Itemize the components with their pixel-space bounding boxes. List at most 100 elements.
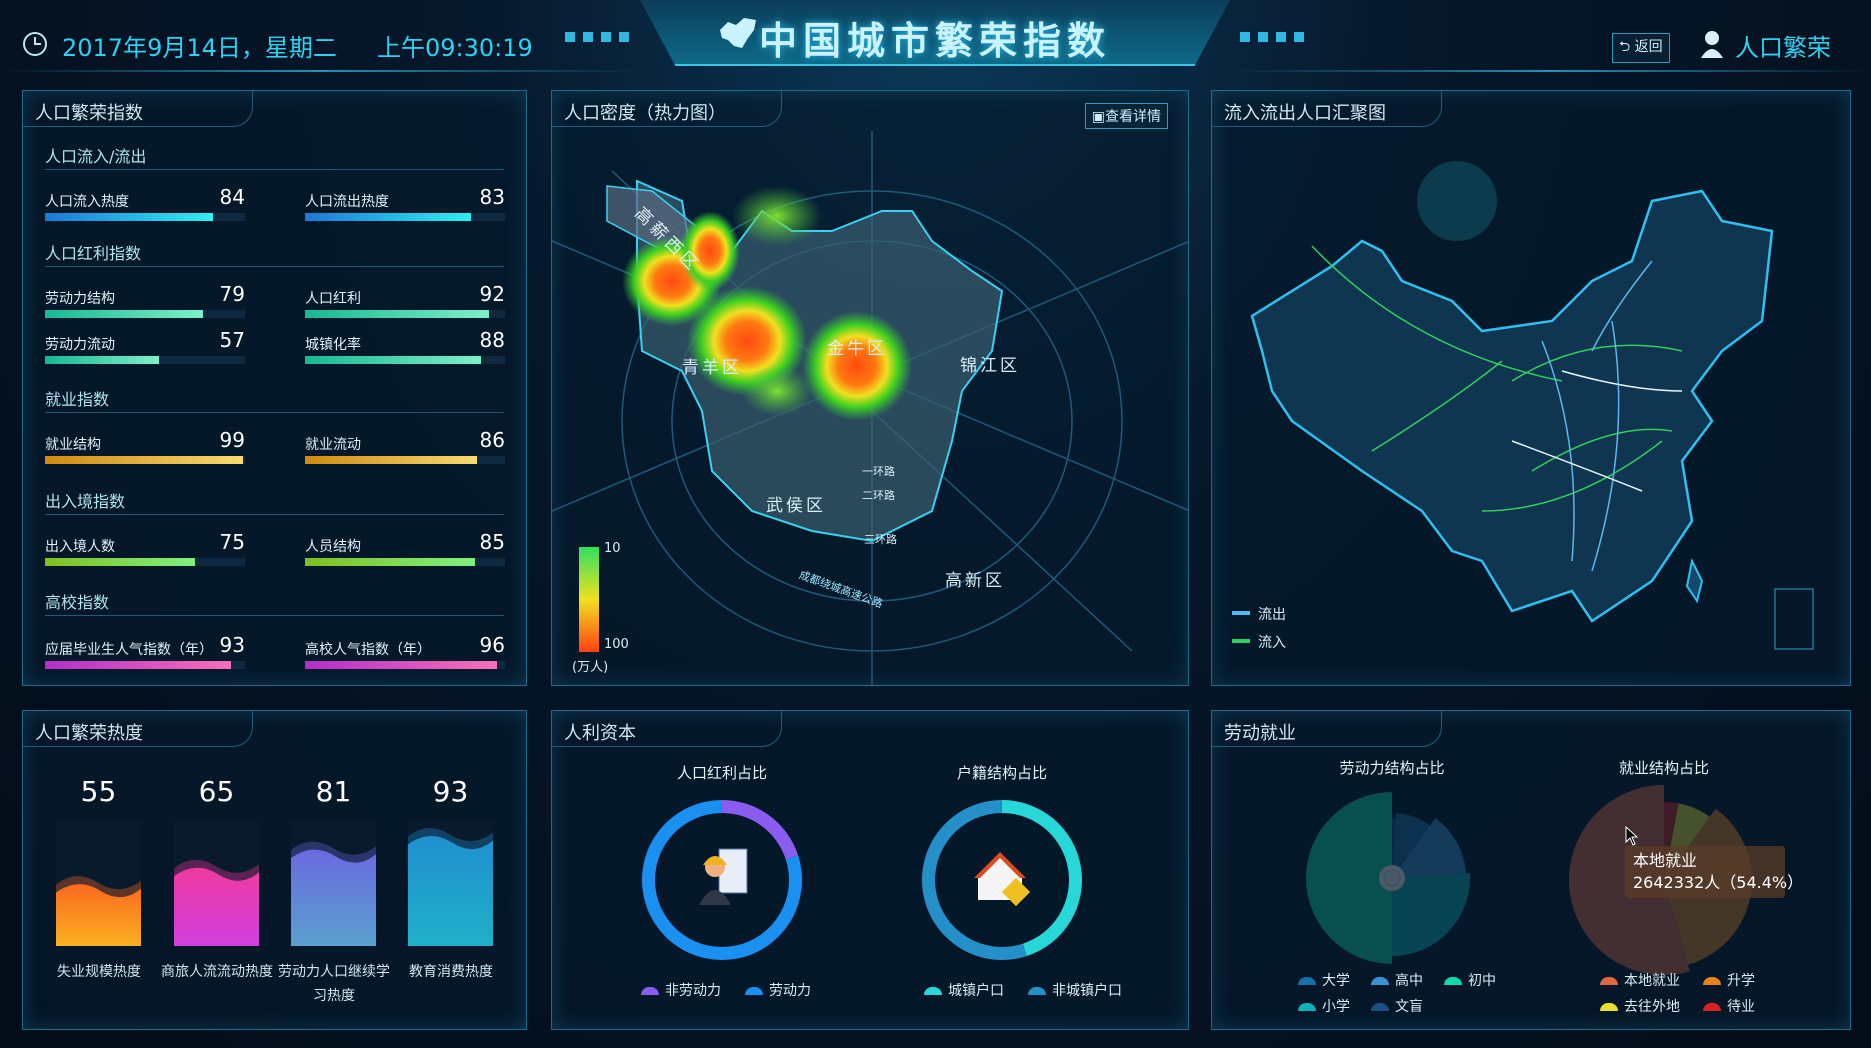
- legend-item[interactable]: 待业: [1703, 996, 1755, 1016]
- district-label: 锦江区: [960, 356, 1020, 376]
- legend-item[interactable]: 城镇户口: [924, 980, 1004, 1000]
- heat-blob: [742, 366, 812, 416]
- legend-label: 非城镇户口: [1052, 983, 1122, 999]
- section-divider: [45, 266, 504, 267]
- legend-label: 文盲: [1395, 999, 1423, 1015]
- index-value: 85: [479, 530, 505, 554]
- legend-item[interactable]: 高中: [1371, 970, 1423, 990]
- china-migration-map: [1232, 161, 1814, 650]
- legend-label: 去往外地: [1624, 999, 1680, 1015]
- pie-tooltip: 本地就业 2642332人（54.4%）: [1625, 846, 1803, 898]
- page-title: 中国城市繁荣指数: [758, 19, 1111, 63]
- index-label: 就业结构: [45, 437, 101, 453]
- legend-swatch-icon: [745, 987, 763, 995]
- progress-track: [45, 558, 245, 566]
- heatmap-panel: 人口密度（热力图） ▣查看详情 高薪西区 青羊区 金牛区 锦江区 武侯区 高新区…: [551, 90, 1189, 686]
- heat-label: 商旅人流流动热度: [161, 964, 273, 980]
- index-value: 88: [479, 328, 505, 352]
- section-divider: [45, 412, 504, 413]
- legend-swatch-icon: [924, 987, 942, 995]
- legend-swatch-icon: [1600, 1003, 1618, 1011]
- migration-map-panel: 流入流出人口汇聚图 流出 流入: [1211, 90, 1851, 686]
- heat-value: 93: [432, 775, 469, 808]
- panel-tab: [23, 711, 253, 747]
- section-title: 人口红利指数: [45, 244, 142, 263]
- legend-unit: (万人): [572, 660, 609, 675]
- legend-item[interactable]: 非城镇户口: [1028, 980, 1122, 1000]
- progress-fill: [45, 356, 159, 364]
- progress-fill: [305, 310, 489, 318]
- legend-item[interactable]: 初中: [1444, 970, 1496, 990]
- district-label: 高新区: [945, 571, 1005, 591]
- index-label: 人口流出热度: [305, 194, 389, 210]
- legend-swatch-icon: [1444, 977, 1462, 985]
- prosperity-index-panel: 人口繁荣指数 人口流入/流出 人口流入热度 84 人口流出热度 83 人口红利指数 劳动力结…: [22, 90, 527, 686]
- view-details-button[interactable]: ▣查看详情: [1084, 103, 1168, 129]
- progress-fill: [305, 213, 471, 221]
- page-title-banner: 中国城市繁荣指数: [640, 0, 1230, 66]
- heat-label: 劳动力人口继续学习热度: [278, 964, 390, 1004]
- index-label: 劳动力结构: [45, 291, 115, 307]
- legend-label: 初中: [1468, 973, 1496, 989]
- legend-swatch-icon: [1371, 1003, 1389, 1011]
- legend-label: 劳动力: [769, 983, 811, 999]
- header-line-right: [1230, 70, 1871, 72]
- legend-swatch-icon: [1028, 987, 1046, 995]
- legend-item[interactable]: 大学: [1298, 970, 1350, 990]
- panel-tab: [552, 91, 782, 127]
- legend-item[interactable]: 文盲: [1371, 996, 1423, 1016]
- index-label: 城镇化率: [305, 337, 361, 353]
- mouse-cursor-icon: [1625, 826, 1639, 846]
- index-label: 人员结构: [305, 539, 361, 555]
- header-line-left: [0, 70, 640, 72]
- legend-label: 升学: [1727, 973, 1755, 989]
- flow-lines: [1311, 245, 1683, 572]
- legend-swatch-icon: [1600, 977, 1618, 985]
- legend-item[interactable]: 劳动力: [745, 980, 811, 1000]
- header-dots-right: [1240, 32, 1304, 42]
- heat-blob: [802, 311, 912, 421]
- panel-tab: [552, 711, 782, 747]
- legend-swatch-out: [1232, 611, 1250, 615]
- legend-item[interactable]: 非劳动力: [641, 980, 721, 1000]
- index-value: 57: [219, 328, 245, 352]
- back-icon: ⮌: [1619, 39, 1635, 55]
- legend-item[interactable]: 本地就业: [1600, 970, 1680, 990]
- legend-min: 10: [604, 541, 621, 556]
- legend-label: 待业: [1727, 999, 1755, 1015]
- progress-fill: [305, 661, 497, 669]
- road-label: 三环路: [864, 533, 897, 546]
- section-title: 就业指数: [45, 390, 110, 409]
- road-label: 一环路: [862, 465, 895, 478]
- index-value: 83: [479, 185, 505, 209]
- progress-track: [305, 661, 505, 669]
- progress-track: [45, 356, 245, 364]
- legend-label: 非劳动力: [665, 983, 721, 999]
- progress-track: [305, 558, 505, 566]
- chart-title: 就业结构占比: [1618, 759, 1709, 777]
- heat-label: 失业规模热度: [57, 964, 141, 980]
- south-china-sea-inset: [1774, 588, 1814, 650]
- back-button[interactable]: ⮌ 返回: [1612, 33, 1670, 63]
- section-title: 出入境指数: [45, 492, 126, 511]
- index-label: 人口红利: [305, 291, 361, 307]
- panel-title: 人口密度（热力图）: [564, 103, 726, 124]
- panel-tab: [1212, 711, 1442, 747]
- house-icon: [974, 852, 1031, 907]
- index-value: 75: [219, 530, 245, 554]
- heat-legend-bar: [579, 547, 599, 652]
- index-label: 人口流入热度: [45, 194, 129, 210]
- heat-bar: [56, 820, 141, 946]
- legend-max: 100: [604, 637, 629, 652]
- legend-item[interactable]: 去往外地: [1600, 996, 1680, 1016]
- user-label[interactable]: 人口繁荣: [1735, 34, 1831, 62]
- progress-fill: [45, 456, 243, 464]
- legend-item[interactable]: 小学: [1298, 996, 1350, 1016]
- legend-item[interactable]: 升学: [1703, 970, 1755, 990]
- index-label: 应届毕业生人气指数（年）: [45, 642, 213, 658]
- legend-swatch-icon: [1298, 1003, 1316, 1011]
- index-value: 79: [219, 282, 245, 306]
- progress-fill: [305, 558, 475, 566]
- legend-swatch-in: [1232, 639, 1250, 643]
- chart-title: 户籍结构占比: [956, 764, 1047, 782]
